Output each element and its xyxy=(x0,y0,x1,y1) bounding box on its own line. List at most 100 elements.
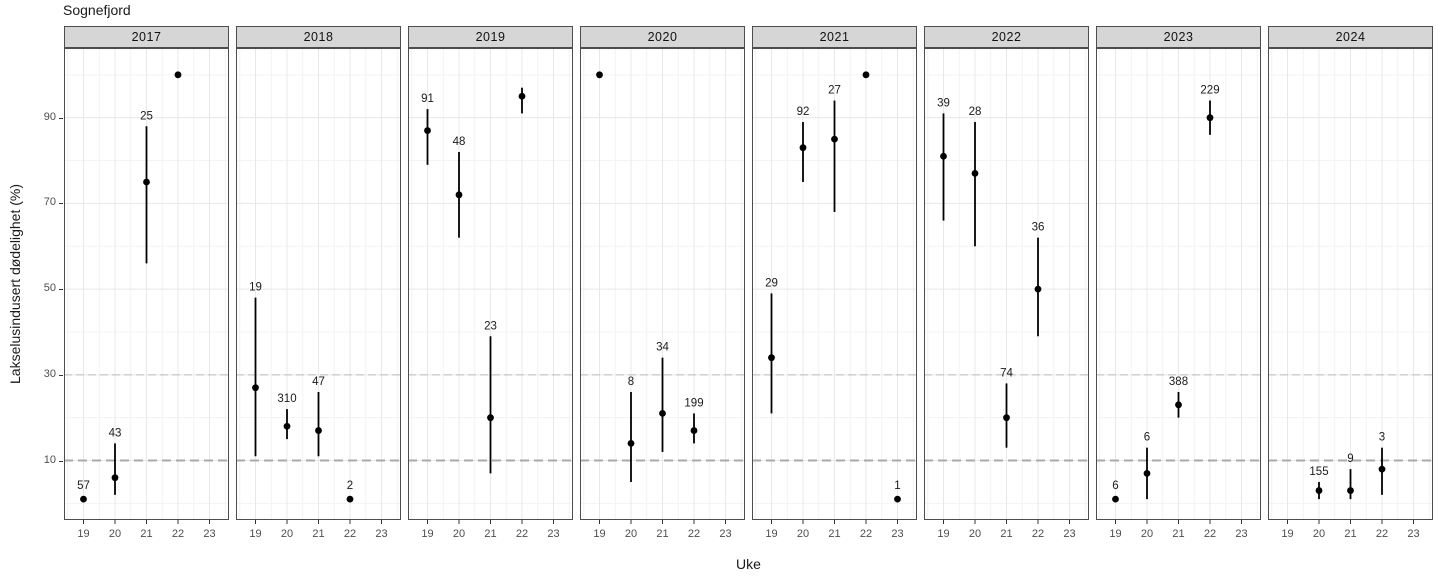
facet-2023: 2023 6 6 388 229 19 20 21 22 23 xyxy=(1096,26,1261,542)
facet-strip: 2018 xyxy=(236,26,401,48)
x-tick-label: 20 xyxy=(109,528,121,540)
facet-2021: 2021 29 92 27 1 19 20 21 22 23 xyxy=(752,26,917,542)
y-tick-mark xyxy=(59,289,63,291)
count-label: 2 xyxy=(347,480,353,492)
facet-panel: 29 92 27 1 19 20 21 22 23 xyxy=(752,48,917,540)
facet-row: 2017 57 43 25 19 20 21 22 23 2018 19 310 47 2 19 20 21 22… xyxy=(64,26,1433,542)
data-point xyxy=(627,440,635,447)
x-tick-label: 20 xyxy=(281,528,293,540)
facet-2024: 2024 155 9 3 19 20 21 22 23 xyxy=(1268,26,1433,542)
count-label: 19 xyxy=(249,282,262,294)
facet-2019: 2019 91 48 23 19 20 21 22 23 xyxy=(408,26,573,542)
x-tick-label: 21 xyxy=(656,528,668,540)
facet-strip: 2022 xyxy=(924,26,1089,48)
count-label: 388 xyxy=(1169,376,1188,388)
x-tick-label: 19 xyxy=(765,528,777,540)
count-label: 3 xyxy=(1379,432,1385,444)
y-tick-mark xyxy=(59,203,63,205)
x-tick-label: 20 xyxy=(625,528,637,540)
x-tick-label: 21 xyxy=(140,528,152,540)
data-point xyxy=(1112,495,1119,503)
x-tick-label: 19 xyxy=(1109,528,1121,540)
x-tick-label: 19 xyxy=(593,528,605,540)
x-tick-label: 19 xyxy=(1281,528,1293,540)
x-axis-title: Uke xyxy=(736,556,761,572)
x-tick-label: 22 xyxy=(860,528,872,540)
y-tick-label: 50 xyxy=(43,282,56,295)
count-label: 25 xyxy=(140,110,153,122)
x-tick-label: 22 xyxy=(344,528,356,540)
x-tick-label: 23 xyxy=(547,528,559,540)
data-point xyxy=(80,495,87,503)
panel-border xyxy=(924,48,1089,520)
count-label: 91 xyxy=(421,93,434,105)
plot-title: Sognefjord xyxy=(63,2,131,18)
facet-strip: 2017 xyxy=(64,26,229,48)
facet-strip: 2023 xyxy=(1096,26,1261,48)
y-tick-label: 30 xyxy=(43,367,56,380)
data-point xyxy=(1003,414,1010,422)
count-label: 1 xyxy=(894,480,900,492)
count-label: 43 xyxy=(109,427,122,439)
panel-border xyxy=(64,48,229,520)
x-tick-label: 23 xyxy=(1063,528,1075,540)
count-label: 27 xyxy=(828,85,841,97)
data-point xyxy=(1315,487,1323,494)
data-point xyxy=(518,92,526,100)
count-label: 8 xyxy=(628,376,634,388)
facet-panel: 39 28 74 36 19 20 21 22 23 xyxy=(924,48,1089,540)
x-tick-label: 22 xyxy=(516,528,528,540)
facet-strip: 2021 xyxy=(752,26,917,48)
x-tick-label: 23 xyxy=(1407,528,1419,540)
facet-2022: 2022 39 28 74 36 19 20 21 22 23 xyxy=(924,26,1089,542)
y-tick-label: 90 xyxy=(43,110,56,123)
count-label: 23 xyxy=(484,320,497,332)
count-label: 310 xyxy=(277,393,296,405)
data-point xyxy=(174,71,182,79)
x-tick-label: 21 xyxy=(1344,528,1356,540)
x-tick-label: 20 xyxy=(453,528,465,540)
y-tick-mark xyxy=(59,374,63,376)
data-point xyxy=(1206,114,1214,122)
count-label: 9 xyxy=(1347,453,1353,465)
facet-panel: 155 9 3 19 20 21 22 23 xyxy=(1268,48,1433,540)
panel-border xyxy=(1096,48,1261,520)
x-tick-label: 20 xyxy=(969,528,981,540)
x-tick-label: 21 xyxy=(484,528,496,540)
x-tick-label: 23 xyxy=(1235,528,1247,540)
x-tick-label: 23 xyxy=(375,528,387,540)
x-tick-label: 20 xyxy=(797,528,809,540)
data-point xyxy=(487,414,494,422)
facet-panel: 91 48 23 19 20 21 22 23 xyxy=(408,48,573,540)
data-point xyxy=(862,71,870,79)
count-label: 28 xyxy=(969,106,982,118)
facet-strip: 2024 xyxy=(1268,26,1433,48)
data-point xyxy=(1034,285,1042,293)
data-point xyxy=(768,354,775,362)
data-point xyxy=(1175,401,1182,409)
panel-border xyxy=(408,48,573,520)
count-label: 39 xyxy=(937,97,950,109)
data-point xyxy=(1347,487,1354,494)
facet-panel: 57 43 25 19 20 21 22 23 xyxy=(64,48,229,540)
data-point xyxy=(455,191,463,199)
count-label: 155 xyxy=(1309,466,1328,478)
x-tick-label: 22 xyxy=(1376,528,1388,540)
x-tick-label: 21 xyxy=(1000,528,1012,540)
x-tick-label: 20 xyxy=(1313,528,1325,540)
panel-border xyxy=(752,48,917,520)
y-tick-mark xyxy=(59,460,63,462)
facet-panel: 19 310 47 2 19 20 21 22 23 xyxy=(236,48,401,540)
count-label: 229 xyxy=(1200,85,1219,97)
x-tick-label: 21 xyxy=(1172,528,1184,540)
data-point xyxy=(831,135,838,143)
x-tick-label: 21 xyxy=(312,528,324,540)
x-tick-label: 22 xyxy=(1204,528,1216,540)
facet-2018: 2018 19 310 47 2 19 20 21 22 23 xyxy=(236,26,401,542)
x-tick-label: 19 xyxy=(249,528,261,540)
data-point xyxy=(940,152,947,160)
data-point xyxy=(315,427,322,434)
count-label: 34 xyxy=(656,342,669,354)
count-label: 6 xyxy=(1112,480,1118,492)
data-point xyxy=(894,495,901,503)
